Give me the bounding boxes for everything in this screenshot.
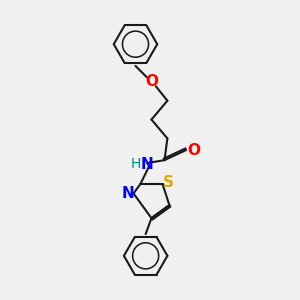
Text: N: N [141, 157, 154, 172]
Text: H: H [130, 158, 141, 172]
Text: O: O [187, 142, 200, 158]
Text: S: S [163, 175, 174, 190]
Text: N: N [122, 186, 134, 201]
Text: O: O [145, 74, 158, 89]
